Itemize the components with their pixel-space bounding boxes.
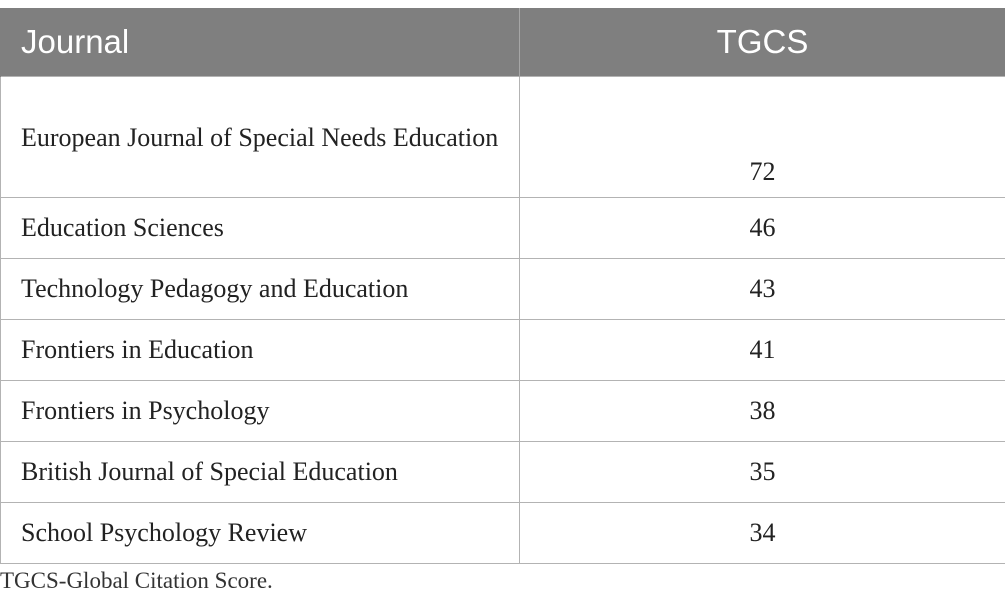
table-row: School Psychology Review 34 — [0, 502, 1005, 564]
journal-cell: European Journal of Special Needs Educat… — [0, 76, 520, 198]
tgcs-cell: 38 — [519, 380, 1005, 442]
journal-cell: Education Sciences — [0, 197, 520, 259]
tgcs-cell: 72 — [519, 76, 1005, 198]
journal-cell: Frontiers in Education — [0, 319, 520, 381]
journal-cell: Frontiers in Psychology — [0, 380, 520, 442]
table-row: Frontiers in Psychology 38 — [0, 380, 1005, 442]
journal-cell: School Psychology Review — [0, 502, 520, 564]
column-header-journal: Journal — [0, 8, 520, 77]
table-row: Education Sciences 46 — [0, 197, 1005, 259]
header-row: Journal TGCS — [0, 8, 1005, 77]
tgcs-cell: 35 — [519, 441, 1005, 503]
table-header: Journal TGCS — [0, 8, 1005, 77]
table-row: Frontiers in Education 41 — [0, 319, 1005, 381]
journal-cell: British Journal of Special Education — [0, 441, 520, 503]
table-row: Technology Pedagogy and Education 43 — [0, 258, 1005, 320]
table-footnote: TGCS-Global Citation Score. — [0, 568, 273, 593]
table-row: British Journal of Special Education 35 — [0, 441, 1005, 503]
table-row: European Journal of Special Needs Educat… — [0, 76, 1005, 198]
data-table: Journal TGCS European Journal of Special… — [0, 8, 1005, 564]
table-body: European Journal of Special Needs Educat… — [0, 76, 1005, 564]
journal-cell: Technology Pedagogy and Education — [0, 258, 520, 320]
tgcs-cell: 43 — [519, 258, 1005, 320]
tgcs-cell: 46 — [519, 197, 1005, 259]
tgcs-cell: 41 — [519, 319, 1005, 381]
journal-citation-table: Journal TGCS European Journal of Special… — [0, 8, 1005, 564]
column-header-tgcs: TGCS — [519, 8, 1005, 77]
tgcs-cell: 34 — [519, 502, 1005, 564]
